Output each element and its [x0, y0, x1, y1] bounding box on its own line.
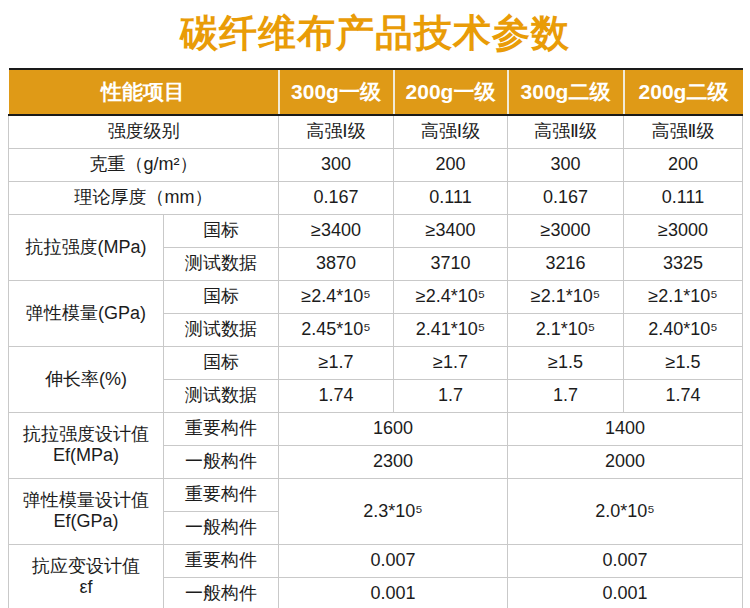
cell-value: 2.3*10⁵	[279, 478, 508, 544]
sub-label: 一般构件	[164, 445, 279, 478]
cell-value: 0.001	[508, 577, 743, 608]
row-label: 克重（g/m²）	[9, 148, 279, 181]
row-label: 弹性模量(GPa)	[9, 280, 164, 346]
col-header-300g-grade2: 300g二级	[508, 69, 624, 115]
cell-value: ≥2.4*10⁵	[279, 280, 394, 313]
cell-value: 2000	[508, 445, 743, 478]
row-label: 抗拉强度(MPa)	[9, 214, 164, 280]
cell-value: ≥1.7	[279, 346, 394, 379]
cell-value: ≥3000	[624, 214, 743, 247]
cell-value: ≥2.1*10⁵	[624, 280, 743, 313]
sub-label: 重要构件	[164, 412, 279, 445]
row-modulus-design-important: 弹性模量设计值 Ef(GPa) 重要构件 2.3*10⁵ 2.0*10⁵	[9, 478, 743, 511]
cell-value: 0.007	[279, 544, 508, 577]
cell-value: 1400	[508, 412, 743, 445]
row-tensile-gb: 抗拉强度(MPa) 国标 ≥3400 ≥3400 ≥3000 ≥3000	[9, 214, 743, 247]
cell-value: 1.7	[508, 379, 624, 412]
sub-label: 测试数据	[164, 313, 279, 346]
cell-value: 300	[508, 148, 624, 181]
row-elongation-gb: 伸长率(%) 国标 ≥1.7 ≥1.7 ≥1.5 ≥1.5	[9, 346, 743, 379]
cell-value: 0.007	[508, 544, 743, 577]
cell-value: ≥1.5	[508, 346, 624, 379]
col-header-performance: 性能项目	[9, 69, 279, 115]
cell-value: ≥1.5	[624, 346, 743, 379]
sub-label: 重要构件	[164, 544, 279, 577]
cell-value: 2.40*10⁵	[624, 313, 743, 346]
sub-label: 一般构件	[164, 577, 279, 608]
cell-value: 1.7	[394, 379, 508, 412]
cell-value: 200	[624, 148, 743, 181]
cell-value: ≥3400	[279, 214, 394, 247]
cell-value: 高强Ⅱ级	[624, 115, 743, 149]
row-label: 强度级别	[9, 115, 279, 149]
cell-value: 1.74	[624, 379, 743, 412]
cell-value: 0.167	[508, 181, 624, 214]
row-weight: 克重（g/m²） 300 200 300 200	[9, 148, 743, 181]
cell-value: 2.1*10⁵	[508, 313, 624, 346]
cell-value: 300	[279, 148, 394, 181]
cell-value: 3870	[279, 247, 394, 280]
cell-value: 0.001	[279, 577, 508, 608]
row-strain-design-important: 抗应变设计值 εf 重要构件 0.007 0.007	[9, 544, 743, 577]
cell-value: 0.111	[394, 181, 508, 214]
cell-value: ≥2.1*10⁵	[508, 280, 624, 313]
spec-table: 性能项目 300g一级 200g一级 300g二级 200g二级 强度级别 高强…	[8, 68, 743, 608]
cell-value: 2.45*10⁵	[279, 313, 394, 346]
col-header-300g-grade1: 300g一级	[279, 69, 394, 115]
cell-value: 3710	[394, 247, 508, 280]
row-label: 伸长率(%)	[9, 346, 164, 412]
sub-label: 重要构件	[164, 478, 279, 511]
cell-value: 2300	[279, 445, 508, 478]
cell-value: 3216	[508, 247, 624, 280]
cell-value: 200	[394, 148, 508, 181]
cell-value: 高强Ⅰ级	[394, 115, 508, 149]
cell-value: 1.74	[279, 379, 394, 412]
row-label: 抗拉强度设计值 Ef(MPa)	[9, 412, 164, 478]
cell-value: ≥3000	[508, 214, 624, 247]
row-label: 弹性模量设计值 Ef(GPa)	[9, 478, 164, 544]
cell-value: ≥3400	[394, 214, 508, 247]
cell-value: 1600	[279, 412, 508, 445]
cell-value: 高强Ⅱ级	[508, 115, 624, 149]
sub-label: 一般构件	[164, 511, 279, 544]
cell-value: 0.167	[279, 181, 394, 214]
cell-value: 0.111	[624, 181, 743, 214]
sub-label: 国标	[164, 214, 279, 247]
cell-value: 高强Ⅰ级	[279, 115, 394, 149]
sub-label: 测试数据	[164, 247, 279, 280]
cell-value: ≥1.7	[394, 346, 508, 379]
col-header-200g-grade1: 200g一级	[394, 69, 508, 115]
sub-label: 国标	[164, 280, 279, 313]
row-label: 抗应变设计值 εf	[9, 544, 164, 608]
col-header-200g-grade2: 200g二级	[624, 69, 743, 115]
cell-value: ≥2.4*10⁵	[394, 280, 508, 313]
cell-value: 2.41*10⁵	[394, 313, 508, 346]
cell-value: 2.0*10⁵	[508, 478, 743, 544]
row-label: 理论厚度（mm）	[9, 181, 279, 214]
cell-value: 3325	[624, 247, 743, 280]
row-strength-grade: 强度级别 高强Ⅰ级 高强Ⅰ级 高强Ⅱ级 高强Ⅱ级	[9, 115, 743, 149]
sub-label: 国标	[164, 346, 279, 379]
header-row: 性能项目 300g一级 200g一级 300g二级 200g二级	[9, 69, 743, 115]
row-thickness: 理论厚度（mm） 0.167 0.111 0.167 0.111	[9, 181, 743, 214]
page-title: 碳纤维布产品技术参数	[0, 10, 750, 58]
row-tensile-design-important: 抗拉强度设计值 Ef(MPa) 重要构件 1600 1400	[9, 412, 743, 445]
sub-label: 测试数据	[164, 379, 279, 412]
row-modulus-gb: 弹性模量(GPa) 国标 ≥2.4*10⁵ ≥2.4*10⁵ ≥2.1*10⁵ …	[9, 280, 743, 313]
